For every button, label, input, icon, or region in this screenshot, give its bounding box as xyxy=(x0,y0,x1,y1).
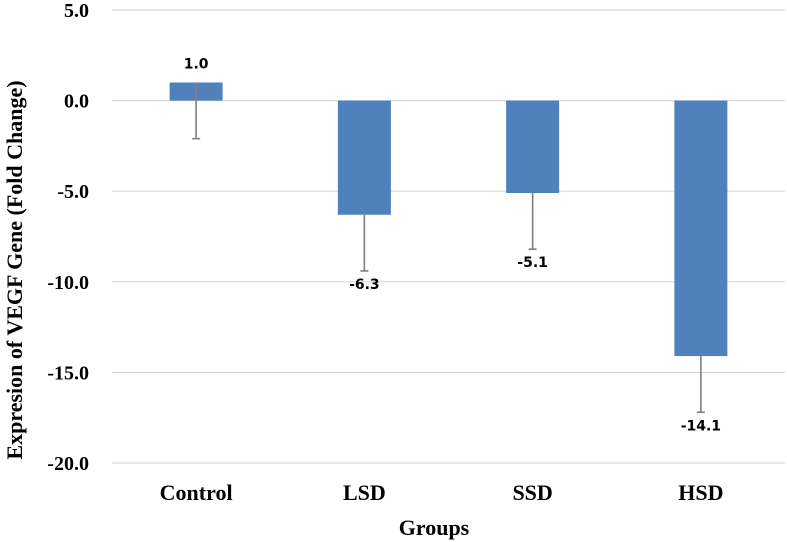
y-tick-label: 5.0 xyxy=(64,0,89,22)
x-tick-label: Control xyxy=(160,480,233,505)
error-bars xyxy=(192,82,705,414)
bar-lsd xyxy=(337,100,391,215)
y-tick-label: -5.0 xyxy=(57,181,89,203)
y-axis-title: Expresion of VEGF Gene (Fold Change) xyxy=(2,80,27,459)
y-tick-label: -15.0 xyxy=(47,362,89,384)
bar-hsd xyxy=(674,100,728,357)
y-tick-label: -20.0 xyxy=(47,453,89,475)
data-label: -14.1 xyxy=(681,418,721,434)
x-axis-title: Groups xyxy=(399,515,470,540)
x-axis-categories: Control LSD SSD HSD xyxy=(160,480,724,505)
bars xyxy=(169,82,728,357)
x-tick-label: HSD xyxy=(678,480,723,505)
y-tick-label: -10.0 xyxy=(47,272,89,294)
x-tick-label: LSD xyxy=(343,480,386,505)
bar-ssd xyxy=(506,100,560,194)
gridlines xyxy=(112,9,785,464)
data-label: -6.3 xyxy=(349,277,380,293)
data-label: -5.1 xyxy=(517,255,548,271)
y-tick-label: 0.0 xyxy=(64,91,89,113)
data-label: 1.0 xyxy=(184,56,209,72)
y-axis-ticks: 5.0 0.0 -5.0 -10.0 -15.0 -20.0 xyxy=(47,0,89,475)
x-tick-label: SSD xyxy=(512,480,552,505)
data-labels: 1.0 -6.3 -5.1 -14.1 xyxy=(184,56,721,434)
